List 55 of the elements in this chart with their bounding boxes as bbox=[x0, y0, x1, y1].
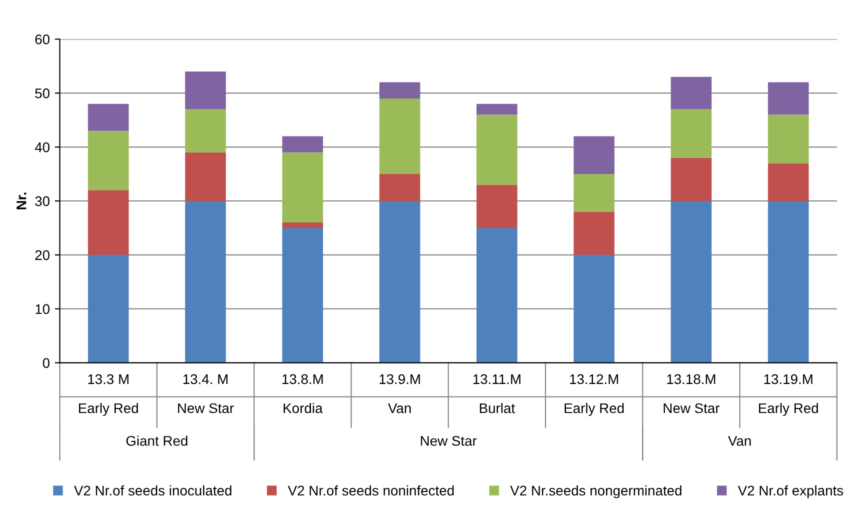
bar bbox=[379, 82, 420, 98]
bar bbox=[670, 158, 712, 201]
bar bbox=[768, 114, 809, 164]
bar bbox=[379, 174, 420, 201]
bar bbox=[476, 114, 518, 185]
y-axis-title: Nr. bbox=[16, 192, 26, 210]
bar bbox=[88, 104, 129, 131]
legend-label: V2 Nr.of seeds noninfected bbox=[288, 485, 454, 496]
legend-label: V2 Nr.of seeds inoculated bbox=[74, 485, 232, 496]
bar bbox=[88, 190, 129, 255]
bar bbox=[574, 174, 614, 212]
bar bbox=[379, 98, 420, 174]
legend-label: V2 Nr.seeds nongerminated bbox=[510, 485, 682, 498]
bar bbox=[476, 228, 518, 363]
category-label: 13.4. M New Star bbox=[178, 374, 234, 414]
y-tick-label: 60 bbox=[35, 34, 50, 44]
category-label: 13.9.M Van bbox=[380, 374, 420, 414]
category-label: 13.18.M New Star bbox=[664, 374, 720, 414]
bar bbox=[185, 152, 226, 201]
category-label: 13.11.M Burlat bbox=[473, 374, 520, 414]
bar bbox=[574, 254, 614, 363]
bar bbox=[185, 200, 226, 363]
bar bbox=[670, 76, 712, 110]
y-tick-label: 50 bbox=[35, 88, 50, 98]
bar bbox=[282, 228, 324, 363]
text: Giant Red bbox=[126, 436, 188, 446]
bar bbox=[282, 222, 324, 228]
bar bbox=[476, 104, 518, 115]
legend-label: V2 Nr.of explants bbox=[738, 485, 844, 498]
text: New Star bbox=[420, 436, 477, 446]
y-tick-label: 10 bbox=[36, 304, 50, 314]
y-tick-label: 0 bbox=[42, 358, 50, 368]
bar bbox=[574, 136, 614, 174]
bar bbox=[768, 163, 809, 201]
category-label: 13.12.M Early Red bbox=[564, 374, 624, 416]
category-label: 13.8.M Kordia bbox=[282, 374, 323, 414]
bar bbox=[574, 212, 614, 255]
bar bbox=[670, 200, 712, 363]
y-tick-label: 30 bbox=[35, 196, 50, 206]
bar bbox=[185, 72, 226, 110]
bar bbox=[768, 82, 809, 115]
bar bbox=[379, 200, 420, 363]
bar bbox=[88, 254, 129, 363]
bar bbox=[476, 184, 518, 228]
y-tick-label: 20 bbox=[35, 250, 50, 260]
y-tick-label: 40 bbox=[34, 142, 50, 152]
bar bbox=[768, 200, 809, 363]
bar bbox=[88, 130, 129, 190]
text: Van bbox=[728, 436, 751, 446]
bar bbox=[282, 136, 324, 152]
bar bbox=[185, 109, 226, 152]
bar bbox=[670, 109, 712, 158]
bar bbox=[282, 152, 324, 223]
category-label: 13.3 M Early Red bbox=[79, 374, 138, 416]
category-label: 13.19.M Early Red bbox=[759, 374, 818, 416]
